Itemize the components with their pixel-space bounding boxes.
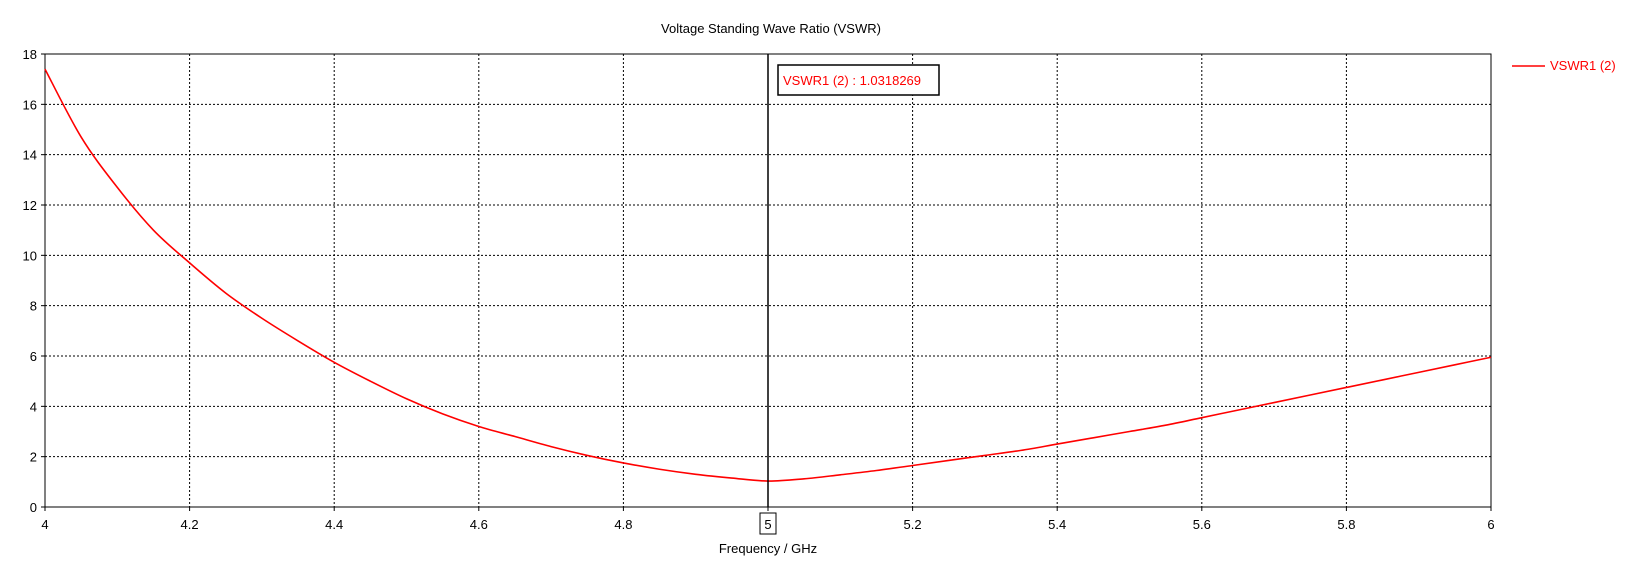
x-tick-label: 5.8 (1337, 517, 1355, 532)
y-tick-label: 12 (23, 198, 37, 213)
y-tick-label: 10 (23, 248, 37, 263)
x-tick-label-marker: 5 (764, 517, 771, 532)
x-axis-title: Frequency / GHz (719, 541, 817, 556)
x-marker-label-box (759, 512, 777, 535)
x-tick-label: 5.4 (1048, 517, 1066, 532)
marker[interactable]: VSWR1 (2) : 1.0318269 (767, 54, 940, 507)
y-tick-label: 16 (23, 97, 37, 112)
legend-label: VSWR1 (2) (1550, 58, 1616, 73)
y-tick-label: 6 (30, 349, 37, 364)
y-axis-ticks: 0 2 4 6 8 10 12 14 16 18 (23, 47, 45, 515)
y-tick-label: 2 (30, 450, 37, 465)
y-tick-label: 14 (23, 148, 37, 163)
grid (45, 54, 1491, 507)
x-tick-label: 4 (41, 517, 48, 532)
x-tick-label: 5.6 (1193, 517, 1211, 532)
y-tick-label: 0 (30, 500, 37, 515)
x-tick-label: 4.2 (181, 517, 199, 532)
y-tick-label: 18 (23, 47, 37, 62)
y-tick-label: 8 (30, 299, 37, 314)
chart-title: Voltage Standing Wave Ratio (VSWR) (661, 21, 881, 36)
x-axis-ticks: 4 4.2 4.4 4.6 4.8 5 5.2 5.4 5.6 5.8 6 (41, 507, 1495, 535)
x-tick-label: 4.6 (470, 517, 488, 532)
x-tick-label: 4.8 (614, 517, 632, 532)
x-tick-label: 5.2 (904, 517, 922, 532)
y-tick-label: 4 (30, 399, 37, 414)
legend: VSWR1 (2) (1512, 58, 1616, 73)
x-tick-label: 6 (1487, 517, 1494, 532)
marker-readout-box (777, 64, 940, 96)
x-tick-label: 4.4 (325, 517, 343, 532)
marker-readout: VSWR1 (2) : 1.0318269 (783, 73, 921, 88)
